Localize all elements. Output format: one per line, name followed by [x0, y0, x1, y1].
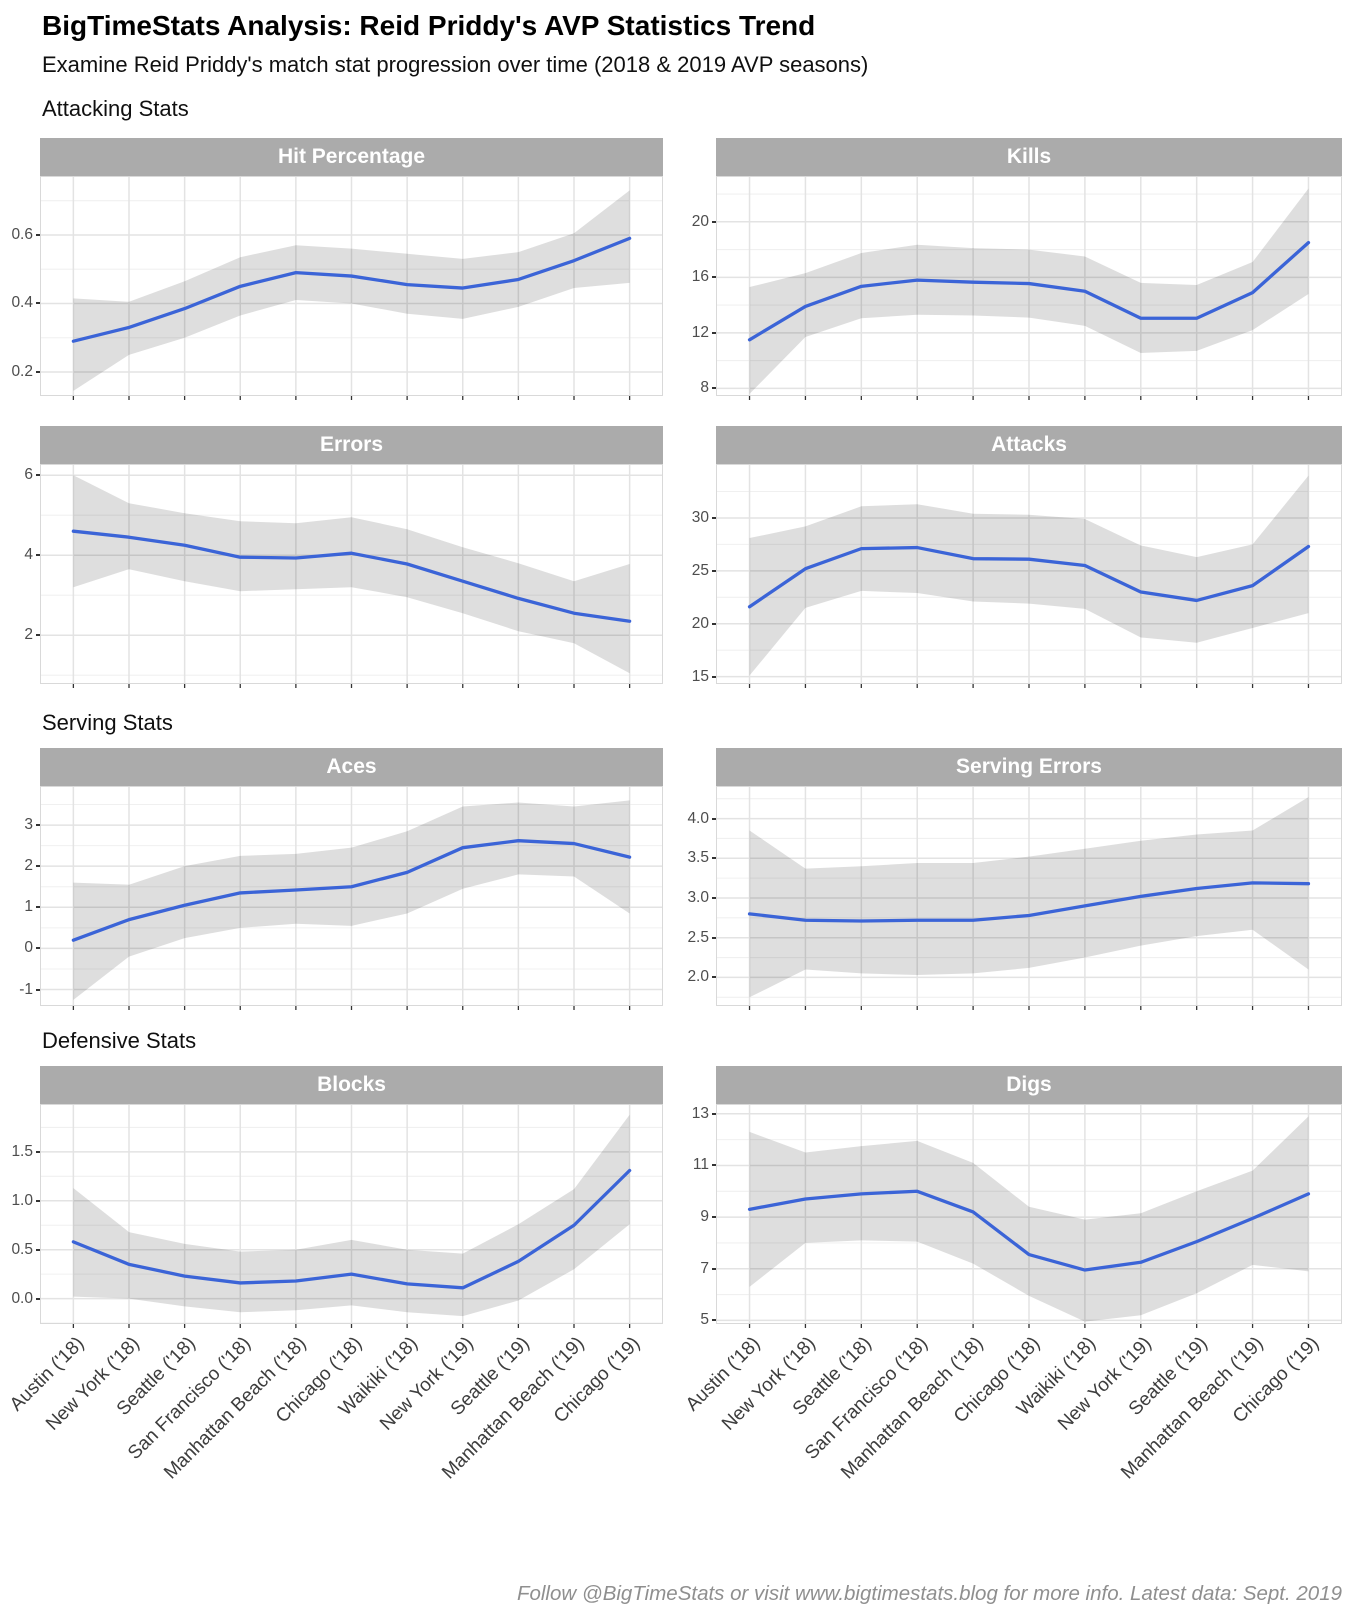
y-axis-serving-errors: 2.0 2.5 3.0 3.5 4.0 — [663, 786, 716, 1006]
y-axis-errors: 2 4 6 — [0, 464, 40, 684]
x-axis-labels: Austin ('18) New York ('18) Seattle ('18) S… — [5, 1333, 1324, 1484]
y-tick-label: 2 — [24, 626, 40, 644]
panel-kills: Kills — [716, 138, 1342, 401]
page-title: BigTimeStats Analysis: Reid Priddy's AVP… — [42, 10, 816, 41]
attacks-chart — [716, 464, 1342, 688]
panel-strip-title: Serving Errors — [716, 748, 1342, 786]
y-tick-label: 15 — [692, 668, 716, 686]
digs-chart — [716, 1104, 1342, 1328]
panel-digs: Digs — [716, 1066, 1342, 1329]
y-tick-label: 20 — [692, 615, 716, 633]
y-tick-label: 0.6 — [11, 226, 40, 244]
y-tick-label: 0.0 — [11, 1290, 40, 1308]
y-tick-label: 16 — [692, 268, 716, 286]
section-serving-stats: Serving Stats — [42, 710, 173, 735]
y-axis-aces: -1 0 1 2 3 — [0, 786, 40, 1006]
chart-row-4: 0.0 0.5 1.0 1.5 Blocks 5 7 9 11 13 Digs — [0, 1066, 1342, 1329]
y-tick-label: 3 — [24, 816, 40, 834]
y-tick-label: 30 — [692, 509, 716, 527]
panel-strip-title: Aces — [40, 748, 663, 786]
y-tick-label: 4 — [24, 546, 40, 564]
y-tick-label: 0 — [24, 939, 40, 957]
panel-serving-errors: Serving Errors — [716, 748, 1342, 1011]
chart-row-1: 0.2 0.4 0.6 Hit Percentage 8 12 16 20 Kills — [0, 138, 1342, 401]
y-tick-label: 1.0 — [11, 1192, 40, 1210]
y-tick-label: 3.5 — [687, 849, 716, 867]
y-axis-kills: 8 12 16 20 — [663, 176, 716, 397]
aces-chart — [40, 786, 663, 1010]
panel-aces: Aces — [40, 748, 663, 1011]
chart-row-2: 2 4 6 Errors 15 20 25 30 Attacks — [0, 426, 1342, 689]
y-tick-label: 20 — [692, 213, 716, 231]
y-tick-label: 7 — [700, 1260, 716, 1278]
hit-percentage-chart — [40, 176, 663, 400]
section-attacking-stats: Attacking Stats — [42, 96, 189, 121]
panel-hit-percentage: Hit Percentage — [40, 138, 663, 401]
blocks-chart — [40, 1104, 663, 1328]
y-tick-label: 11 — [693, 1156, 716, 1174]
panel-attacks: Attacks — [716, 426, 1342, 689]
y-tick-label: 25 — [692, 562, 716, 580]
errors-chart — [40, 464, 663, 688]
panel-strip-title: Blocks — [40, 1066, 663, 1104]
panel-strip-title: Hit Percentage — [40, 138, 663, 176]
panel-blocks: Blocks — [40, 1066, 663, 1329]
y-axis-attacks: 15 20 25 30 — [663, 464, 716, 686]
panel-strip-title: Digs — [716, 1066, 1342, 1104]
y-tick-label: 1 — [24, 898, 40, 916]
serving-errors-chart — [716, 786, 1342, 1010]
page-subtitle: Examine Reid Priddy's match stat progres… — [42, 52, 869, 77]
y-tick-label: 3.0 — [687, 889, 716, 907]
y-tick-label: 8 — [700, 379, 716, 397]
y-tick-label: 2 — [24, 857, 40, 875]
panel-strip-title: Kills — [716, 138, 1342, 176]
y-tick-label: 2.5 — [687, 929, 716, 947]
y-tick-label: 4.0 — [687, 810, 716, 828]
y-axis-hit-percentage: 0.2 0.4 0.6 — [0, 176, 40, 396]
y-tick-label: 13 — [692, 1105, 716, 1123]
caption: Follow @BigTimeStats or visit www.bigtim… — [516, 1582, 1342, 1605]
panel-errors: Errors — [40, 426, 663, 689]
y-tick-label: 0.4 — [11, 294, 40, 312]
y-axis-digs: 5 7 9 11 13 — [663, 1104, 716, 1329]
y-tick-label: 12 — [692, 324, 716, 342]
y-tick-label: -1 — [19, 981, 40, 999]
y-tick-label: 0.2 — [11, 363, 40, 381]
y-tick-label: 6 — [24, 466, 40, 484]
panel-strip-title: Errors — [40, 426, 663, 464]
y-tick-label: 5 — [700, 1311, 716, 1329]
y-tick-label: 9 — [700, 1208, 716, 1226]
y-tick-label: 0.5 — [11, 1241, 40, 1259]
chart-row-3: -1 0 1 2 3 Aces 2.0 2.5 3.0 3.5 4.0 Serving Erro… — [0, 748, 1342, 1011]
panel-strip-title: Attacks — [716, 426, 1342, 464]
y-tick-label: 2.0 — [687, 968, 716, 986]
y-tick-label: 1.5 — [11, 1143, 40, 1161]
kills-chart — [716, 176, 1342, 400]
y-axis-blocks: 0.0 0.5 1.0 1.5 — [0, 1104, 40, 1324]
section-defensive-stats: Defensive Stats — [42, 1028, 197, 1053]
